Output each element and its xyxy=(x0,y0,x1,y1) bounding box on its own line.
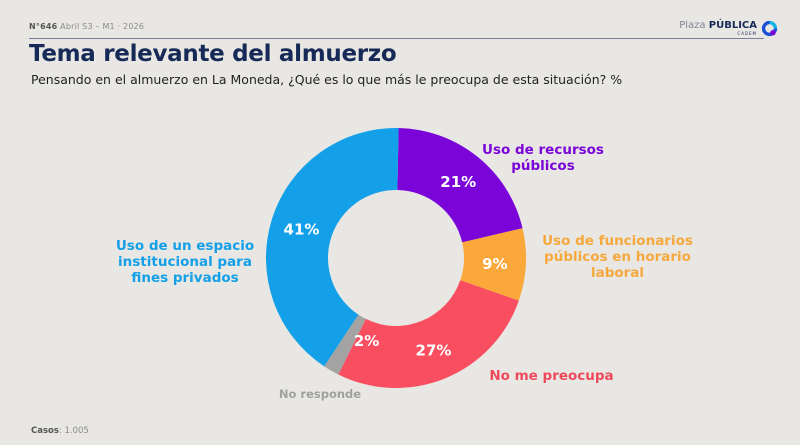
slice-recursos xyxy=(397,128,523,243)
slice-no-preocupa xyxy=(338,280,519,388)
slice-label-funcionarios: Uso de funcionarios públicos en horario … xyxy=(542,233,693,281)
issue-meta: N°646 Abril S3 – M1 · 2026 xyxy=(29,22,144,31)
slice-label-no-responde: No responde xyxy=(278,387,362,401)
slice-label-no-preocupa: No me preocupa xyxy=(489,368,614,384)
issue-number: N°646 xyxy=(29,22,58,31)
slice-funcionarios xyxy=(460,228,526,301)
value-label-recursos: 21% xyxy=(440,173,476,191)
slice-espacio xyxy=(266,128,399,367)
cases-count: Casos: 1.005 xyxy=(31,426,89,436)
value-label-funcionarios: 9% xyxy=(482,255,507,273)
issue-period: Abril S3 – M1 · 2026 xyxy=(60,22,145,31)
slice-label-espacio: Uso de un espacio institucional para fin… xyxy=(115,238,255,286)
slice-no-responde xyxy=(324,314,366,375)
chart-subtitle: Pensando en el almuerzo en La Moneda, ¿Q… xyxy=(31,72,623,87)
chart-title: Tema relevante del almuerzo xyxy=(29,41,397,67)
value-label-no-responde: 2% xyxy=(354,332,379,350)
cases-label: Casos xyxy=(31,426,59,436)
header-rule xyxy=(29,38,764,39)
cases-value: : 1.005 xyxy=(58,426,89,436)
value-label-no-preocupa: 27% xyxy=(416,342,452,360)
brand-light: Plaza xyxy=(679,20,706,31)
brand-sub: CADEM xyxy=(737,31,757,36)
brand-logo: Plaza PÚBLICA CADEM xyxy=(679,20,778,37)
value-label-espacio: 41% xyxy=(284,220,320,238)
slice-label-recursos: Uso de recursos públicos xyxy=(482,142,604,174)
brand-mark-icon xyxy=(761,20,778,37)
brand-bold: PÚBLICA xyxy=(708,20,757,31)
